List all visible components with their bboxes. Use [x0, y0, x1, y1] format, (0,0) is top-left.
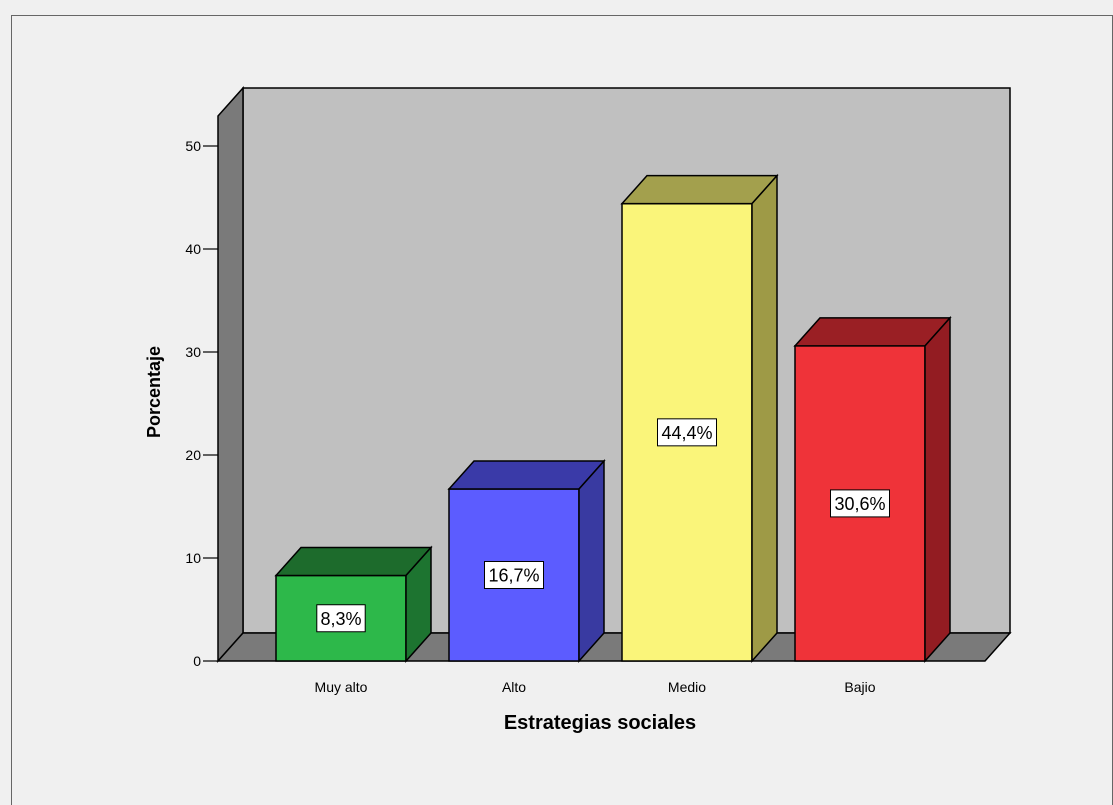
- y-tick-label: 50: [185, 138, 201, 154]
- data-label-box: [830, 489, 890, 518]
- y-tick-label: 30: [185, 344, 201, 360]
- y-axis-title: Porcentaje: [144, 346, 164, 438]
- x-tick-label: Medio: [668, 679, 706, 695]
- data-label: 8,3%: [320, 609, 361, 629]
- x-axis-title: Estrategias sociales: [504, 712, 696, 734]
- data-label-box: [316, 604, 366, 633]
- bar-2: 16,7%: [447, 459, 606, 663]
- side-wall: [217, 86, 244, 663]
- x-tick-label: Alto: [502, 679, 526, 695]
- data-label-box: [484, 560, 544, 589]
- bar-top: [793, 317, 952, 347]
- y-tick-label: 40: [185, 241, 201, 257]
- bar-top: [447, 460, 606, 490]
- y-tick-label: 10: [185, 550, 201, 566]
- bar-top: [274, 546, 433, 577]
- data-label-box: [657, 418, 717, 447]
- y-tick-label: 20: [185, 447, 201, 463]
- bar-side: [751, 173, 778, 663]
- bar-top: [620, 174, 779, 205]
- bars: 8,3% 16,7% 44,4% 30,6%: [274, 173, 952, 663]
- data-label: 44,4%: [661, 423, 712, 443]
- bar-side: [405, 545, 432, 663]
- data-label: 30,6%: [834, 494, 885, 514]
- y-axis: 0 10 20 30 40 50: [185, 138, 218, 669]
- bar-3: 44,4%: [620, 173, 779, 663]
- x-tick-label: Bajio: [844, 679, 875, 695]
- bar-4: 30,6%: [793, 315, 952, 663]
- x-axis: Muy alto Alto Medio Bajio: [315, 679, 876, 695]
- x-tick-label: Muy alto: [315, 679, 368, 695]
- data-label: 16,7%: [488, 565, 539, 585]
- bar-1: 8,3%: [274, 545, 433, 663]
- y-tick-label: 0: [193, 653, 201, 669]
- bar-side: [578, 459, 605, 663]
- bar-side: [924, 315, 951, 663]
